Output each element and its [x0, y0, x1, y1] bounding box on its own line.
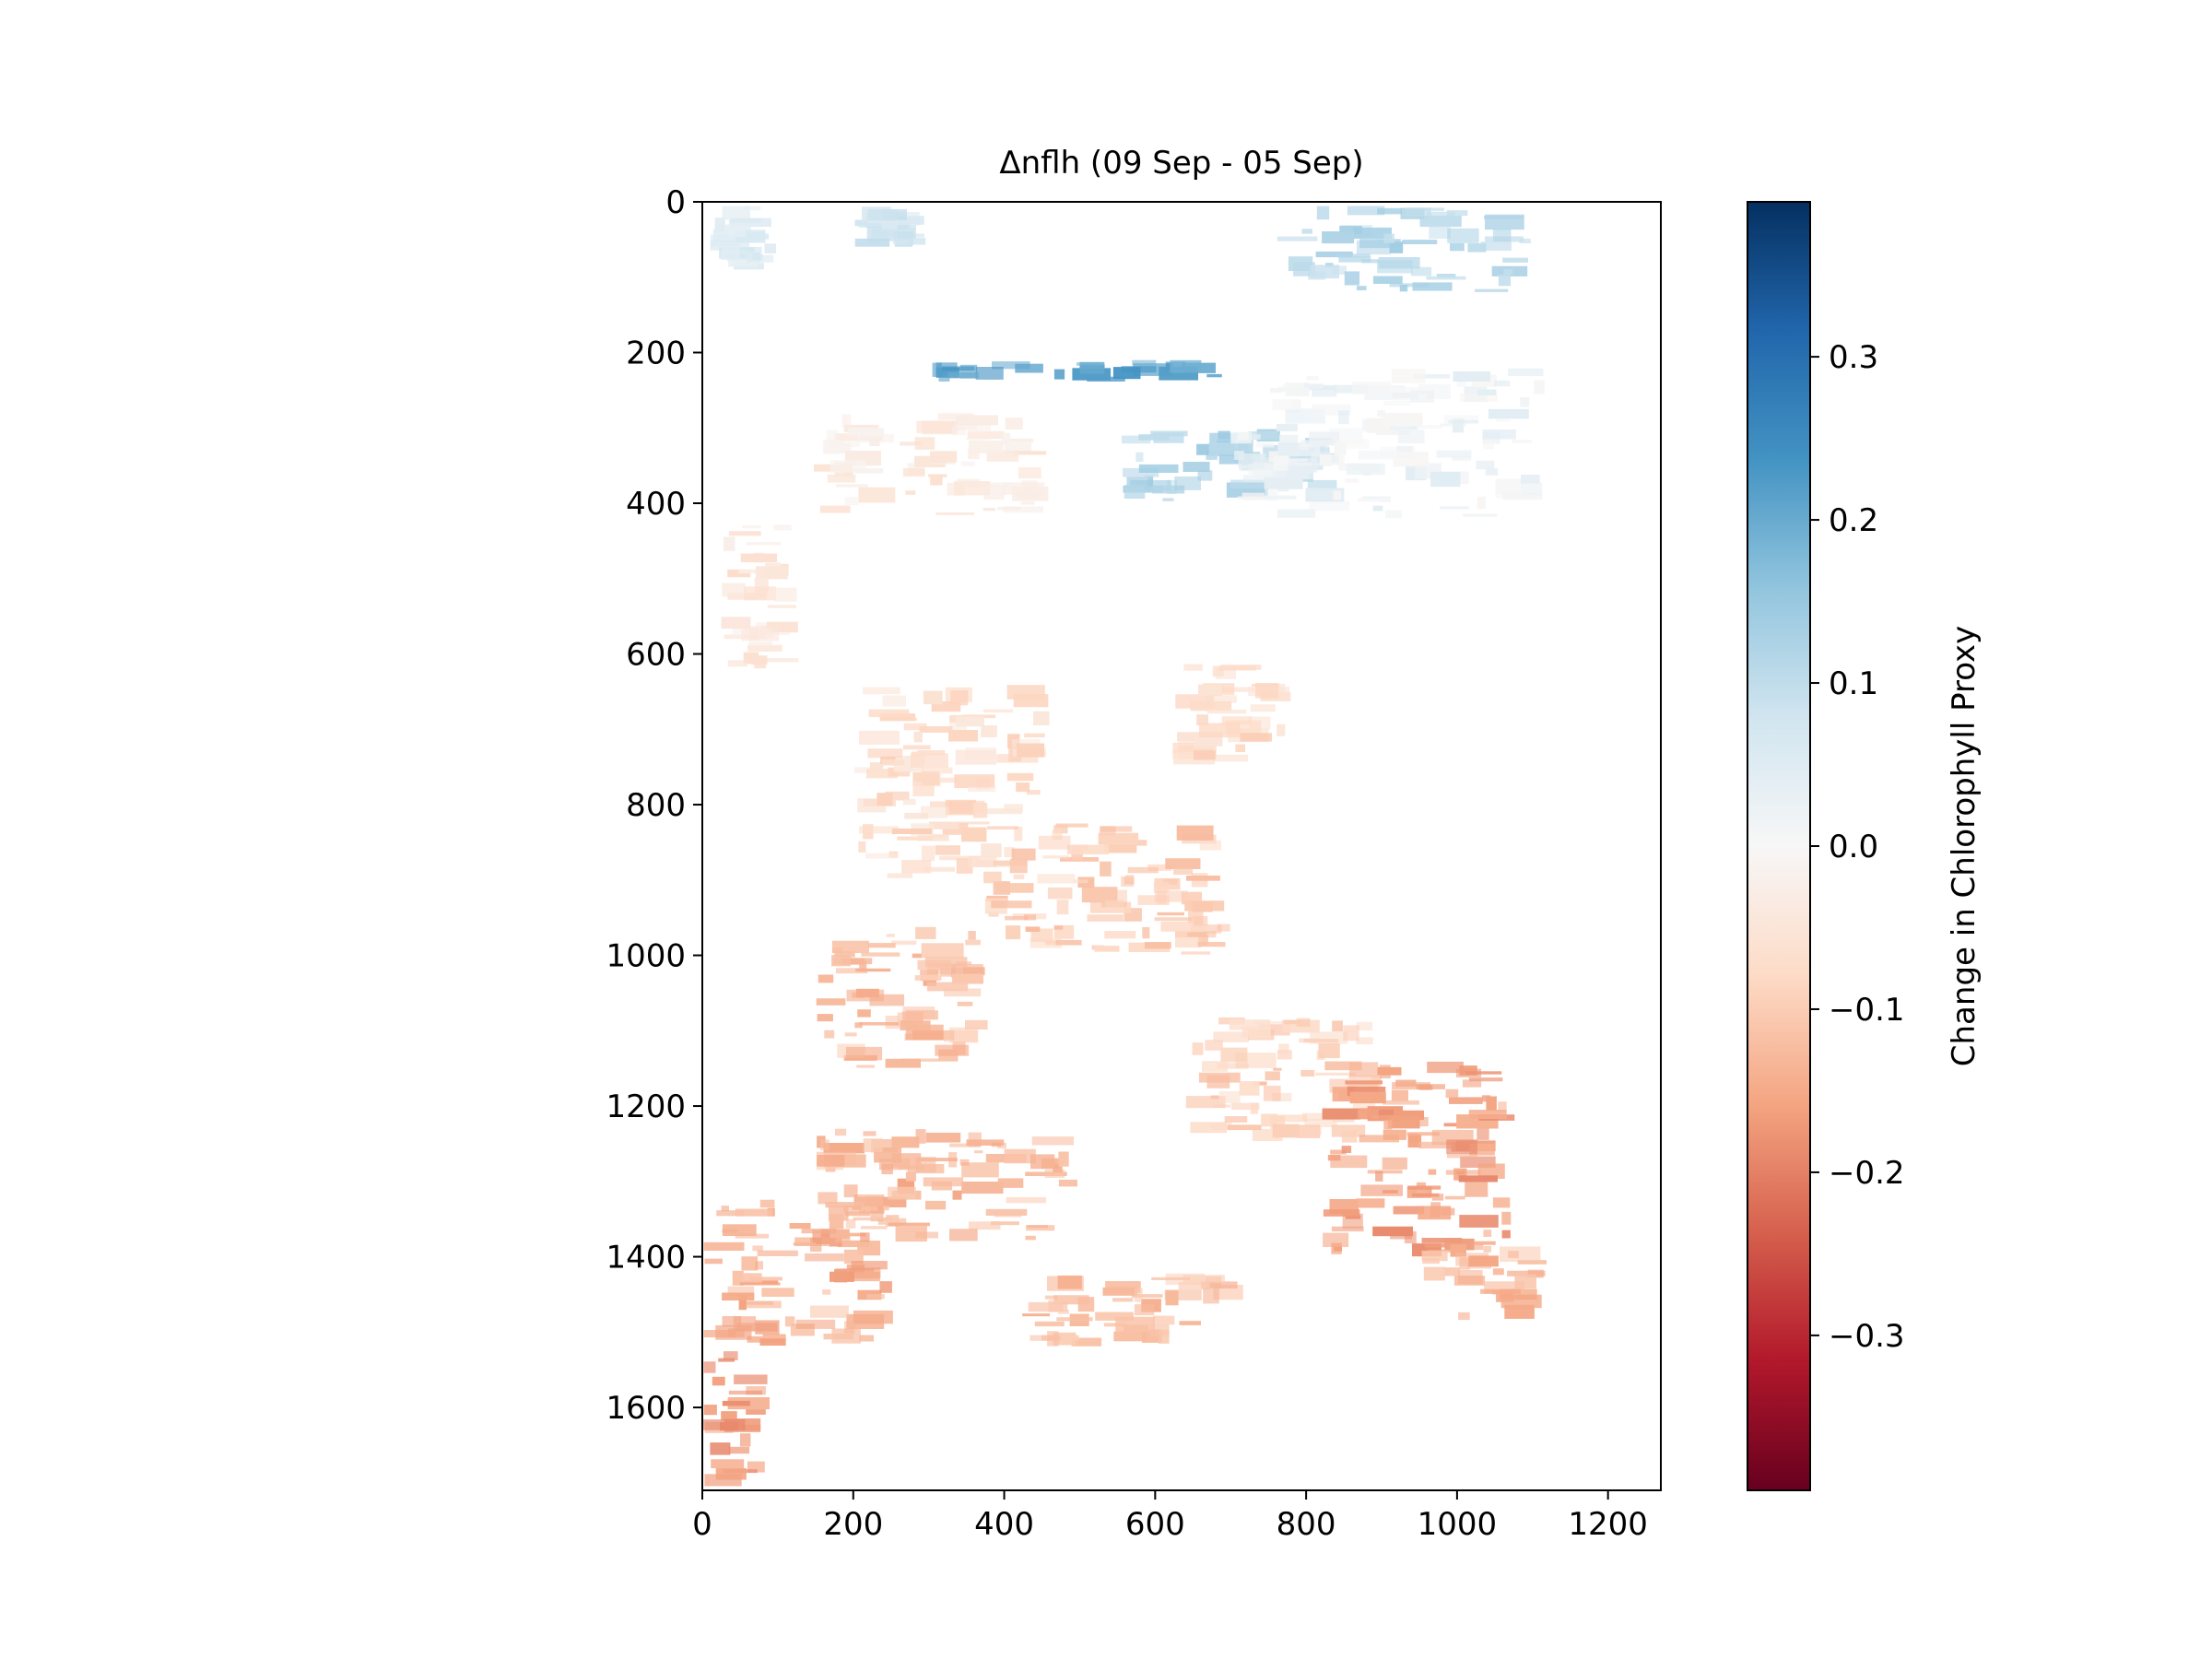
heat-region — [1421, 1243, 1547, 1321]
x-tick-label: 0 — [692, 1506, 712, 1543]
heat-region — [816, 926, 988, 1068]
heat-region — [710, 206, 776, 270]
heat-region — [983, 823, 1230, 955]
heat-region — [703, 1199, 893, 1346]
heat-region — [816, 1128, 1077, 1242]
chart-title: Δnflh (09 Sep - 05 Sep) — [999, 145, 1363, 182]
y-tick-label: 1000 — [606, 938, 686, 975]
heat-region — [1022, 1273, 1243, 1347]
heat-region — [1185, 1017, 1382, 1143]
heat-region — [703, 1351, 770, 1487]
colorbar-tick-label: 0.3 — [1829, 339, 1878, 376]
heat-region — [1230, 368, 1545, 519]
plot-area — [703, 206, 1547, 1487]
heat-region — [721, 524, 799, 669]
heat-region — [814, 413, 1049, 515]
y-tick-label: 200 — [626, 335, 686, 372]
heat-region — [1277, 206, 1531, 292]
heat-region — [854, 685, 1050, 879]
x-tick-label: 1200 — [1568, 1506, 1648, 1543]
heat-region — [932, 359, 1222, 382]
colorbar-tick-label: −0.1 — [1829, 992, 1905, 1029]
x-tick-label: 400 — [974, 1506, 1034, 1543]
x-tick-label: 200 — [823, 1506, 883, 1543]
colorbar-tick-label: 0.1 — [1829, 665, 1878, 702]
y-tick-label: 1200 — [606, 1088, 686, 1125]
y-tick-label: 800 — [626, 787, 686, 824]
colorbar-tick-label: −0.3 — [1829, 1318, 1905, 1355]
x-tick-label: 800 — [1277, 1506, 1336, 1543]
heat-region — [854, 206, 926, 247]
heat-region — [1322, 1061, 1515, 1257]
colorbar-tick-label: 0.0 — [1829, 829, 1878, 865]
heat-region — [1172, 664, 1291, 765]
y-tick-label: 0 — [665, 184, 686, 221]
x-tick-label: 1000 — [1418, 1506, 1498, 1543]
x-axis: 0 200 400 600 800 1000 1200 — [692, 1490, 1648, 1543]
x-tick-label: 600 — [1125, 1506, 1185, 1543]
colorbar-label: Change in Chlorophyll Proxy — [1946, 626, 1983, 1066]
colorbar-tick-label: 0.2 — [1829, 502, 1878, 539]
plot-frame — [701, 201, 1662, 1491]
y-tick-label: 400 — [626, 486, 686, 523]
colorbar — [1747, 201, 1811, 1491]
colorbar-axis: −0.3 −0.2 −0.1 0.0 0.1 0.2 0.3 — [1810, 339, 1905, 1355]
y-tick-label: 1600 — [606, 1390, 686, 1427]
y-tick-label: 1400 — [606, 1240, 686, 1277]
colorbar-tick-label: −0.2 — [1829, 1155, 1905, 1192]
y-tick-label: 600 — [626, 637, 686, 674]
y-axis: 0 200 400 600 800 1000 1200 1400 1600 — [606, 184, 702, 1427]
